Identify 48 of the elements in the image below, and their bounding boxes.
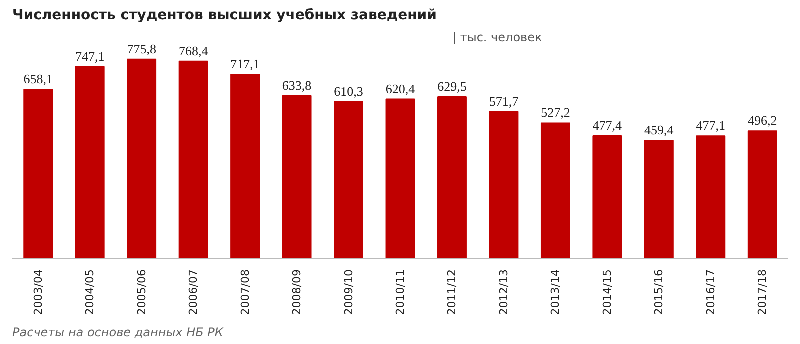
data-label: 477,1 <box>696 118 726 134</box>
x-tick-label: 2005/06 <box>135 269 148 316</box>
bar <box>489 111 519 258</box>
data-label: 571,7 <box>489 94 520 109</box>
chart-subtitle: | тыс. человек <box>452 30 542 44</box>
chart-title: Численность студентов высших учебных заведений <box>12 8 437 24</box>
x-tick-label: 2011/12 <box>446 269 459 316</box>
data-label: 620,4 <box>386 81 416 96</box>
data-label: 768,4 <box>178 43 209 58</box>
data-label: 658,1 <box>24 72 53 87</box>
x-tick-label: 2004/05 <box>84 269 97 316</box>
data-label: 459,4 <box>644 122 674 138</box>
data-label: 477,4 <box>592 118 623 133</box>
x-tick-label: 2006/07 <box>187 269 200 316</box>
bar <box>230 74 260 258</box>
x-tick-label: 2010/11 <box>394 269 407 316</box>
x-tick-label: 2003/04 <box>32 269 45 316</box>
bar <box>438 96 467 258</box>
bar <box>75 66 105 258</box>
x-tick-label: 2007/08 <box>238 269 252 316</box>
bar <box>644 140 674 258</box>
x-tick-label: 2016/17 <box>704 269 718 316</box>
data-label: 610,3 <box>334 84 364 99</box>
bar <box>282 95 312 258</box>
x-tick-label: 2013/14 <box>549 269 562 316</box>
x-tick-label: 2008/09 <box>290 269 304 316</box>
x-tick-label: 2014/15 <box>600 269 614 316</box>
bar <box>592 136 622 258</box>
data-label: 629,5 <box>438 78 467 94</box>
bar <box>24 89 54 258</box>
bar <box>748 130 778 258</box>
x-tick-label: 2009/10 <box>342 269 356 316</box>
x-tick-label: 2012/13 <box>497 269 510 316</box>
bar <box>386 98 416 258</box>
bar <box>696 136 726 258</box>
data-label: 527,2 <box>541 105 570 120</box>
data-label: 775,8 <box>127 41 156 56</box>
data-label: 496,2 <box>748 113 778 128</box>
bar <box>540 122 570 258</box>
data-label: 633,8 <box>282 78 312 93</box>
bar <box>178 60 208 258</box>
data-label: 717,1 <box>230 56 260 72</box>
data-label: 747,1 <box>75 48 105 64</box>
text: Расчеты на основе данных НБ РК <box>12 326 224 340</box>
x-tick-label: 2017/18 <box>756 269 770 316</box>
bar <box>334 101 364 258</box>
x-tick-label: 2015/16 <box>652 269 666 316</box>
bar <box>127 58 157 258</box>
